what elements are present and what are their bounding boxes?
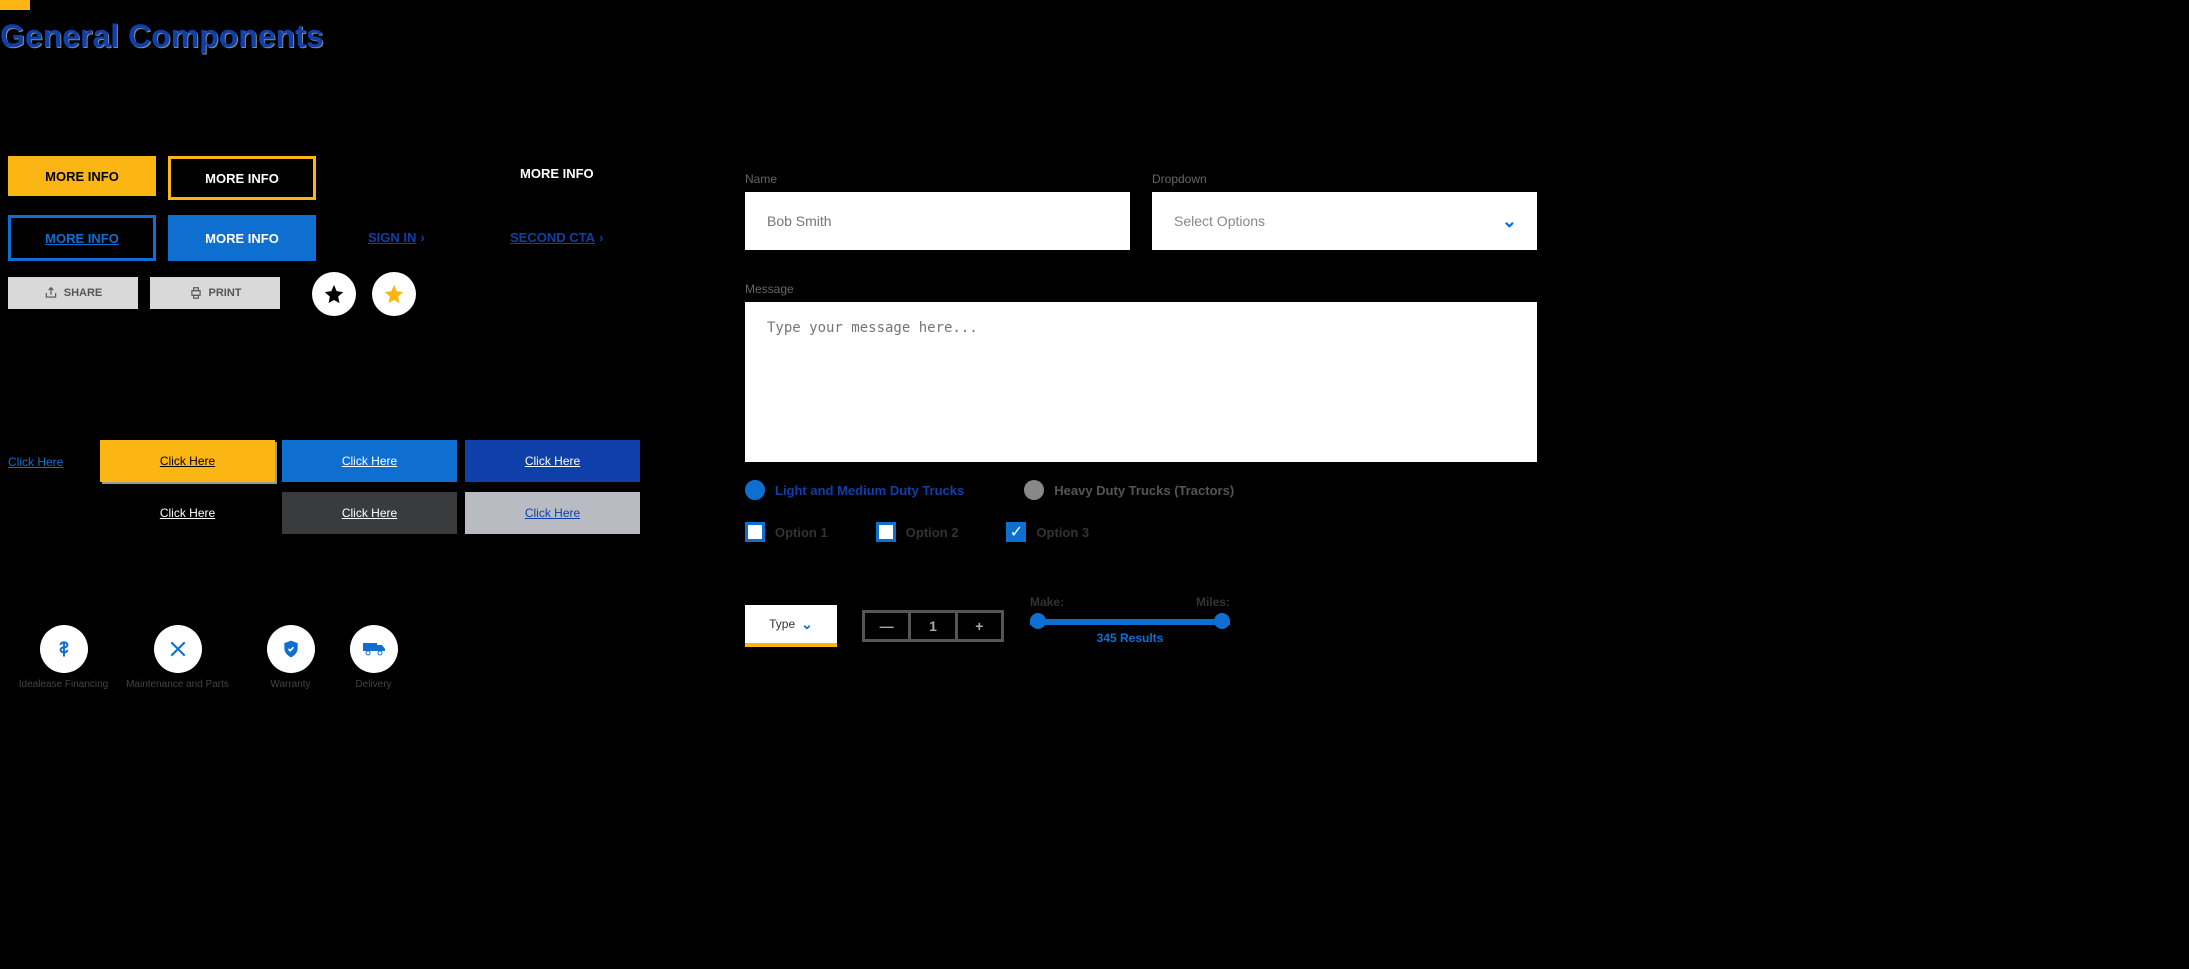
checkbox-option2-label: Option 2 — [906, 525, 959, 540]
star-filled-icon — [383, 283, 405, 305]
message-field-label: Message — [745, 282, 794, 296]
type-filter-dropdown[interactable]: Type ⌄ — [745, 605, 837, 647]
checkbox-option2[interactable]: Option 2 — [876, 522, 959, 542]
message-textarea[interactable] — [745, 302, 1537, 462]
clickhere-blue-button[interactable]: Click Here — [282, 440, 457, 482]
clickhere-darkblue-button[interactable]: Click Here — [465, 440, 640, 482]
slider-result-text: 345 Results — [1030, 631, 1230, 645]
page-title: General Components — [0, 18, 324, 55]
primary-yellow-button[interactable]: MORE INFO — [8, 156, 156, 196]
blue-outline-button[interactable]: MORE INFO — [8, 215, 156, 261]
type-label: Type — [769, 617, 795, 631]
section-buttons-label: Buttons — [8, 115, 91, 141]
feature-maintenance-label: Maintenance and Parts — [120, 679, 235, 690]
feature-delivery-label: Delivery — [316, 679, 431, 690]
clickhere-lightgrey-button[interactable]: Click Here — [465, 492, 640, 534]
clickhere-transparent-button[interactable]: Click Here — [100, 492, 275, 534]
signin-link[interactable]: SIGN IN › — [368, 230, 425, 245]
second-cta-link[interactable]: SECOND CTA › — [510, 230, 603, 245]
slider-max-label: Miles: — [1196, 595, 1230, 609]
checkbox-checked-icon: ✓ — [1006, 522, 1026, 542]
checkbox-option1[interactable]: Option 1 — [745, 522, 828, 542]
checkbox-unchecked-icon — [876, 522, 896, 542]
signin-label: SIGN IN — [368, 230, 416, 245]
radio-on-icon — [745, 480, 765, 500]
slider-thumb-max[interactable] — [1214, 613, 1230, 629]
radio-heavy-duty[interactable]: Heavy Duty Trucks (Tractors) — [1024, 480, 1234, 500]
quantity-stepper[interactable]: — 1 + — [862, 610, 1004, 642]
section-forms-label: Form Elements — [745, 115, 904, 141]
radio-heavy-duty-label: Heavy Duty Trucks (Tractors) — [1054, 483, 1234, 498]
feature-financing[interactable]: Idealease Financing — [6, 625, 121, 690]
share-button[interactable]: SHARE — [8, 277, 138, 309]
print-button[interactable]: PRINT — [150, 277, 280, 309]
accent-bar — [0, 0, 30, 10]
stepper-minus-button[interactable]: — — [865, 618, 908, 634]
name-input[interactable] — [745, 192, 1130, 250]
radio-light-medium[interactable]: Light and Medium Duty Trucks — [745, 480, 964, 500]
tools-icon — [168, 639, 188, 659]
checkbox-unchecked-icon — [745, 522, 765, 542]
options-select[interactable]: Select Options ⌄ — [1152, 192, 1537, 250]
feature-delivery[interactable]: Delivery — [316, 625, 431, 690]
slider-track[interactable] — [1030, 619, 1230, 625]
feature-maintenance[interactable]: Maintenance and Parts — [120, 625, 235, 690]
chevron-down-icon: ⌄ — [1502, 211, 1517, 232]
chevron-down-icon: ⌄ — [801, 616, 813, 633]
dropdown-label: Dropdown — [1152, 172, 1207, 186]
checkbox-option3-label: Option 3 — [1036, 525, 1089, 540]
slider-thumb-min[interactable] — [1030, 613, 1046, 629]
arrow-icon: › — [599, 230, 603, 245]
dollar-icon — [54, 639, 74, 659]
print-label: PRINT — [209, 287, 242, 299]
outline-yellow-button[interactable]: MORE INFO — [168, 156, 316, 200]
feature-financing-label: Idealease Financing — [6, 679, 121, 690]
star-outline-icon — [323, 283, 345, 305]
print-icon — [189, 286, 203, 300]
blue-fill-button[interactable]: MORE INFO — [168, 215, 316, 261]
name-field-label: Name — [745, 172, 777, 186]
checkbox-option3[interactable]: ✓ Option 3 — [1006, 522, 1089, 542]
favorite-button-outline[interactable] — [312, 272, 356, 316]
clickhere-text-link[interactable]: Click Here — [8, 455, 63, 469]
radio-light-medium-label: Light and Medium Duty Trucks — [775, 483, 964, 498]
arrow-icon: › — [420, 230, 424, 245]
clickhere-darkgrey-button[interactable]: Click Here — [282, 492, 457, 534]
checkbox-option1-label: Option 1 — [775, 525, 828, 540]
favorite-button-filled[interactable] — [372, 272, 416, 316]
radio-off-icon — [1024, 480, 1044, 500]
shield-check-icon — [281, 639, 301, 659]
slider-min-label: Make: — [1030, 595, 1064, 609]
select-placeholder: Select Options — [1174, 213, 1265, 229]
clickhere-yellow-button[interactable]: Click Here — [100, 440, 275, 482]
second-cta-label: SECOND CTA — [510, 230, 595, 245]
range-slider[interactable]: Make: Miles: 345 Results — [1030, 595, 1230, 645]
truck-icon — [362, 641, 386, 657]
stepper-value: 1 — [911, 618, 954, 634]
text-only-button[interactable]: MORE INFO — [520, 166, 594, 181]
stepper-plus-button[interactable]: + — [958, 618, 1001, 634]
share-icon — [44, 286, 58, 300]
share-label: SHARE — [64, 287, 103, 299]
